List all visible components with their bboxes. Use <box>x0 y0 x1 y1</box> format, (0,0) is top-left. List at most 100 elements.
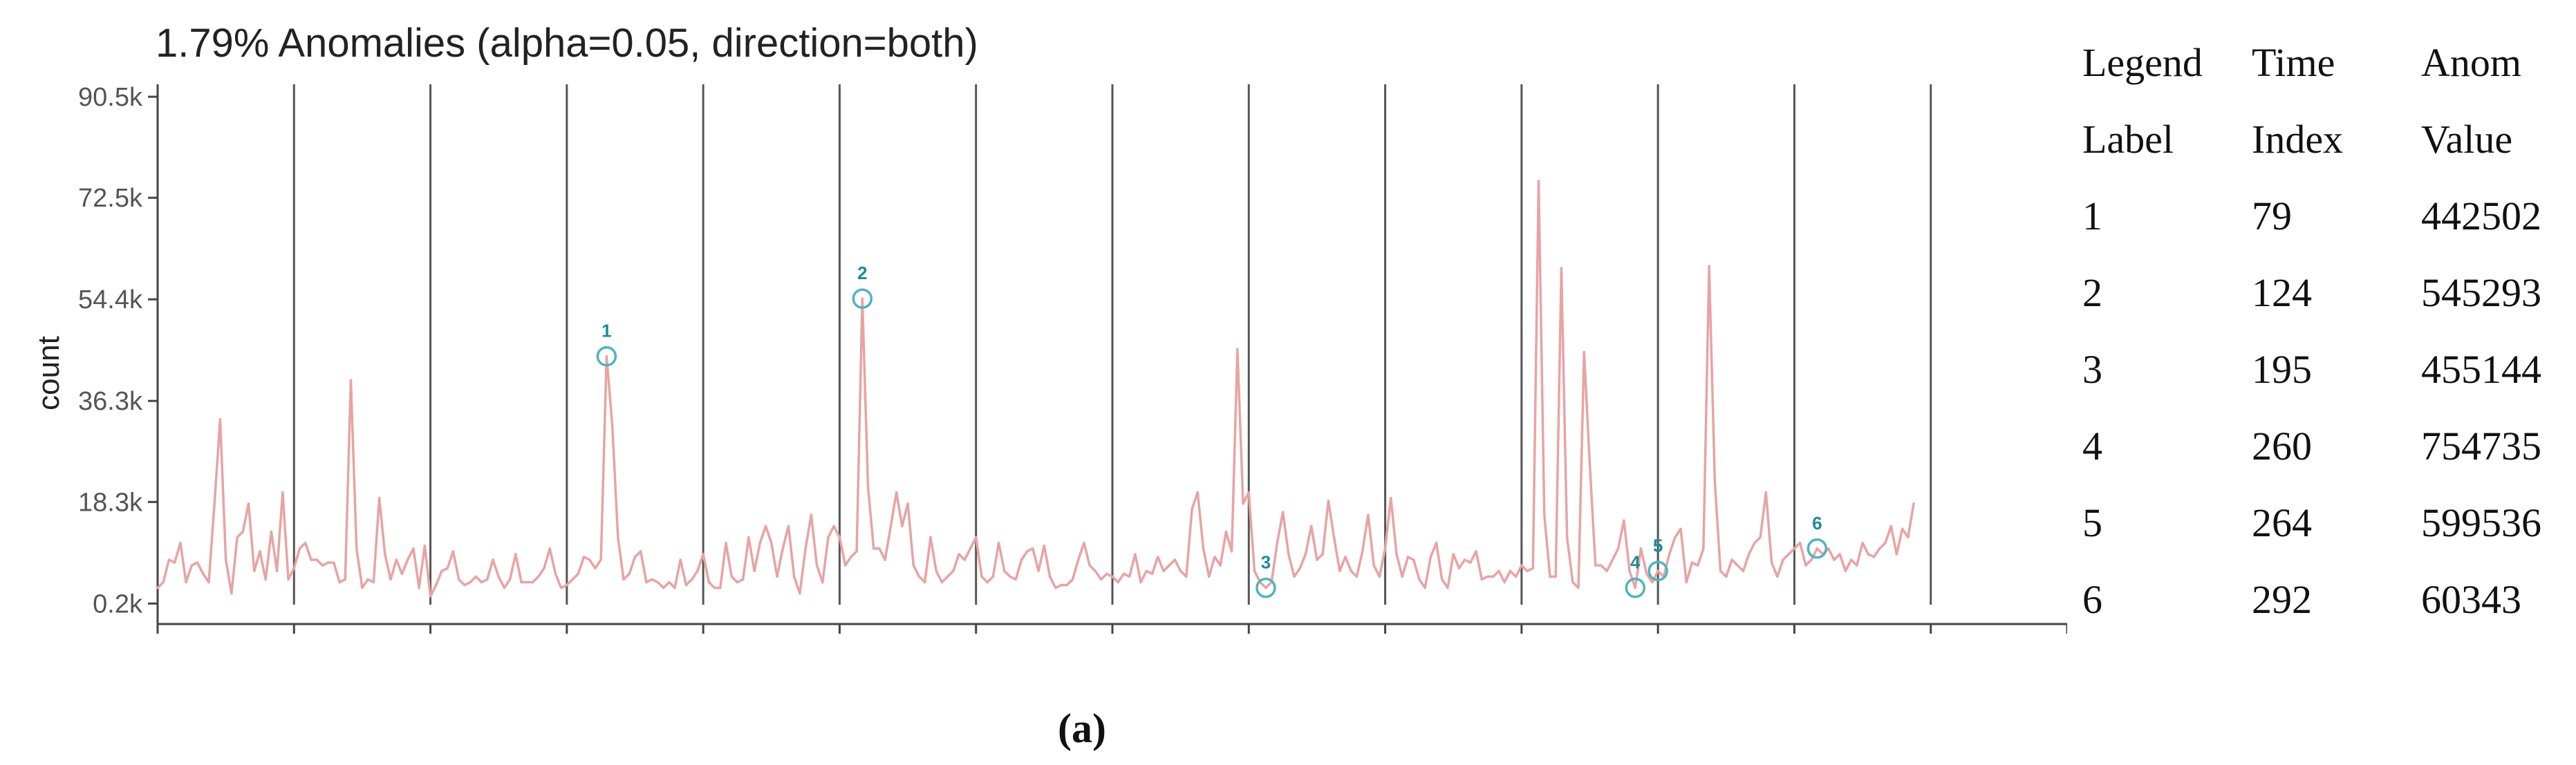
table-cell: 599536 <box>2421 500 2541 545</box>
series-segment <box>1309 525 1318 561</box>
table-row: 5 264 599536 <box>2082 484 2576 561</box>
series-segment <box>605 355 614 426</box>
series-segment <box>1367 513 1375 567</box>
series-segment <box>764 525 773 545</box>
series-segment <box>1202 547 1211 578</box>
series-segment <box>1616 519 1625 550</box>
series-segment <box>508 553 517 581</box>
series-segment <box>725 541 733 578</box>
series-segment <box>1907 502 1915 539</box>
series-segment <box>1344 556 1352 573</box>
series-segment <box>1219 530 1228 567</box>
table-cell: 2 <box>2082 270 2102 315</box>
series-segment <box>537 567 545 578</box>
series-segment <box>599 355 608 561</box>
series-segment <box>292 547 301 569</box>
series-segment <box>696 553 704 573</box>
table-row: 2 124 545293 <box>2082 254 2576 331</box>
series-segment <box>1139 569 1148 584</box>
y-tick-label: 36.3k <box>78 387 143 416</box>
series-segment <box>952 553 960 573</box>
series-segment <box>1588 463 1597 567</box>
series-segment <box>1702 265 1710 550</box>
series-segment <box>958 553 967 561</box>
series-segment <box>1509 569 1518 578</box>
series-segment <box>730 575 739 584</box>
series-segment <box>492 558 500 578</box>
series-segment <box>855 297 864 553</box>
figure-caption: (a) <box>1058 706 1106 751</box>
series-segment <box>1492 569 1500 578</box>
series-segment <box>1383 496 1392 550</box>
table-cell: 1 <box>2082 193 2102 238</box>
anomaly-label: 5 <box>1653 535 1663 556</box>
series-segment <box>451 550 460 581</box>
series-segment <box>1804 558 1813 567</box>
anomaly-label: 4 <box>1630 552 1641 573</box>
table-cell: Legend <box>2082 40 2203 85</box>
table-cell: Index <box>2252 117 2344 162</box>
series-segment <box>1435 541 1444 581</box>
y-tick-label: 72.5k <box>78 184 143 213</box>
series-segment <box>543 547 551 569</box>
series-segment <box>684 578 693 587</box>
series-segment <box>1810 547 1819 561</box>
series-segment <box>1361 513 1370 553</box>
series-segment <box>1583 350 1592 466</box>
series-segment <box>861 297 870 489</box>
series-segment <box>1565 536 1574 584</box>
series-segment <box>173 541 182 564</box>
series-segment <box>1338 556 1347 573</box>
series-segment <box>281 491 290 581</box>
series-segment <box>815 564 824 584</box>
series-lines <box>156 180 1915 598</box>
anomaly-marker <box>1256 577 1276 598</box>
series-segment <box>1759 491 1768 539</box>
series-segment <box>474 575 483 584</box>
series-segment <box>372 496 381 584</box>
vertical-gridlines <box>292 84 1932 605</box>
series-segment <box>1662 553 1671 578</box>
series-segment <box>792 575 801 595</box>
series-segment <box>1469 550 1477 564</box>
series-segment <box>503 578 512 589</box>
series-segment <box>656 580 665 589</box>
series-segment <box>1355 550 1364 578</box>
series-segment <box>1798 541 1807 567</box>
series-segment <box>1895 527 1904 556</box>
y-tick-label: 90.5k <box>78 83 143 112</box>
series-segment <box>1304 525 1313 556</box>
axes: 0.2k 18.3k 36.3k 54.4k 72.5k 90.5k <box>78 83 2067 634</box>
series-segment <box>1157 556 1165 573</box>
anomaly-marker <box>596 346 617 367</box>
series-segment <box>355 547 364 589</box>
series-segment <box>230 536 239 595</box>
series-segment <box>1083 541 1091 567</box>
series-segment <box>1634 547 1643 589</box>
series-segment <box>1117 572 1126 584</box>
series-segment <box>1150 556 1159 576</box>
series-segment <box>1287 553 1296 578</box>
series-segment <box>1708 265 1717 483</box>
series-segment <box>1645 572 1654 584</box>
table-cell: 260 <box>2252 424 2312 469</box>
series-segment <box>218 418 227 561</box>
series-segment <box>1782 553 1790 561</box>
series-segment <box>412 547 420 589</box>
series-segment <box>1270 541 1279 584</box>
series-segment <box>1332 536 1341 573</box>
series-segment <box>423 544 432 598</box>
series-segment <box>1742 553 1751 573</box>
table-cell: 3 <box>2082 347 2102 392</box>
series-segment <box>270 530 279 573</box>
series-segment <box>758 525 767 545</box>
series-segment <box>747 536 756 573</box>
series-segment <box>741 536 750 581</box>
series-segment <box>799 547 807 595</box>
table-row: 4 260 754735 <box>2082 408 2576 484</box>
series-segment <box>571 572 580 581</box>
series-segment <box>1497 569 1506 584</box>
series-segment <box>895 491 904 528</box>
series-segment <box>1537 180 1546 516</box>
